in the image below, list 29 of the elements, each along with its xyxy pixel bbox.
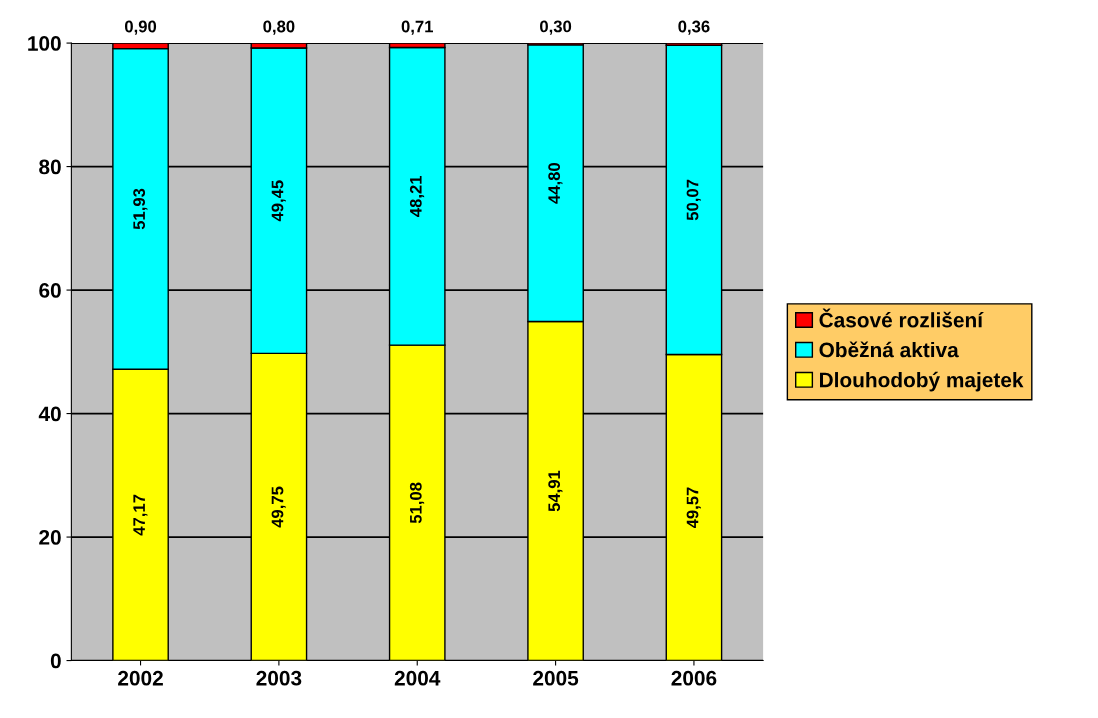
data-label: 50,07 [686,179,701,221]
data-label: 49,45 [271,180,286,222]
x-tick-label: 2004 [394,670,441,686]
y-tick-label: 80 [39,159,61,175]
x-tick-label: 2002 [118,670,163,686]
data-label: 54,91 [548,470,563,512]
y-tick-label: 100 [28,36,61,51]
data-label: 0,71 [401,20,433,35]
y-tick-label: 20 [39,530,61,545]
data-label: 49,75 [271,486,286,528]
data-label: 0,80 [263,20,295,35]
data-label: 0,30 [540,20,572,35]
y-tick-label: 0 [50,653,61,669]
data-label: 0,90 [124,20,157,35]
x-tick-label: 2003 [256,670,302,686]
data-label: 51,93 [133,188,148,230]
data-label: 49,57 [686,487,701,529]
y-tick-label: 60 [39,283,61,298]
x-tick-label: 2005 [533,670,579,686]
data-label: 0,36 [678,20,710,35]
data-label: 47,17 [133,494,148,536]
y-tick-label: 40 [38,406,61,422]
legend-label: Oběžná aktiva [819,341,959,358]
legend-label: Dlouhodobý majetek [820,371,1024,392]
data-label: 44,80 [548,163,563,204]
x-tick-label: 2006 [671,670,717,686]
data-label: 51,08 [409,482,425,524]
legend-label: Časové rozlišení [819,308,984,328]
data-label: 48,21 [409,175,425,217]
